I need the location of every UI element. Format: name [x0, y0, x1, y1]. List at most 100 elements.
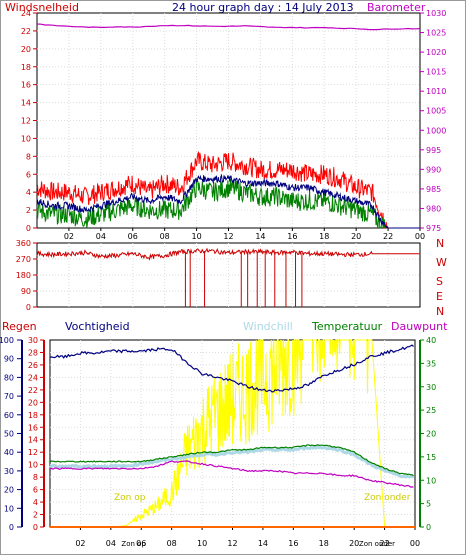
y2-tick-label: 995: [426, 146, 441, 155]
sunset-annotation: Zon onder: [364, 493, 411, 503]
y2-tick-label: 1025: [426, 29, 446, 38]
x-tick-label: 06: [136, 539, 146, 548]
x-tick-label: 00: [410, 539, 420, 548]
temperature-tick-label: 0: [426, 523, 431, 532]
y-tick-label: 180: [16, 271, 31, 280]
y-tick-label: 90: [21, 287, 31, 296]
x-tick-label: 12: [223, 232, 233, 241]
x-tick-label: 20: [351, 232, 361, 241]
temperature-tick-label: 40: [426, 336, 436, 345]
y2-tick-label: 1030: [426, 9, 446, 18]
x-tick-label: 08: [167, 539, 177, 548]
y-tick-label: 0: [26, 224, 31, 233]
y-tick-label: 270: [16, 255, 31, 264]
rain-tick-label: 18: [28, 411, 38, 420]
x-tick-label: 22: [383, 232, 393, 241]
x-tick-label: 06: [128, 232, 138, 241]
y-tick-label: 24: [21, 9, 31, 18]
dewpoint-line: [49, 460, 414, 488]
wind-barometer-panel: 0246810121416182022249759809859909951000…: [21, 9, 447, 241]
temperature-line: [49, 444, 414, 477]
sunrise-annotation: Zon op: [114, 493, 146, 503]
rain-tick-label: 6: [33, 486, 38, 495]
y-tick-label: 8: [26, 152, 31, 161]
humidity-tick-label: 30: [4, 467, 14, 476]
y-tick-label: 10: [21, 134, 31, 143]
rain-tick-label: 10: [28, 461, 38, 470]
y-tick-label: 2: [26, 206, 31, 215]
rain-tick-label: 20: [28, 398, 38, 407]
x-tick-label: 18: [319, 232, 329, 241]
y2-tick-label: 985: [426, 185, 441, 194]
y-tick-label: 12: [21, 117, 31, 126]
compass-label: E: [436, 290, 443, 303]
x-tick-label: 02: [75, 539, 85, 548]
compass-label: N: [436, 237, 444, 250]
humidity-tick-label: 0: [9, 523, 14, 532]
wind-direction-line: [36, 247, 420, 261]
temperature-tick-label: 20: [426, 430, 436, 439]
y2-tick-label: 1020: [426, 48, 446, 57]
compass-label: N: [436, 305, 444, 318]
rain-tick-label: 14: [28, 436, 38, 445]
wind-other-line: [36, 177, 420, 229]
x-tick-label: 12: [227, 539, 237, 548]
barometer-label: Barometer: [367, 1, 426, 14]
x-tick-label: 04: [96, 232, 106, 241]
humidity-tick-label: 70: [4, 392, 14, 401]
temperature-tick-label: 10: [426, 476, 436, 485]
humidity-tick-label: 10: [4, 504, 14, 513]
humidity-line: [49, 344, 414, 393]
temperature-tick-label: 25: [426, 406, 436, 415]
y2-tick-label: 975: [426, 224, 441, 233]
humidity-tick-label: 80: [4, 373, 14, 382]
humidity-tick-label: 100: [0, 336, 14, 345]
x-tick-label: 10: [191, 232, 201, 241]
x-tick-sunrise-label: Zon op: [121, 540, 146, 548]
rain-tick-label: 28: [28, 348, 38, 357]
y2-tick-label: 1015: [426, 68, 446, 77]
y-tick-label: 360: [16, 239, 31, 248]
rain-tick-label: 30: [28, 336, 38, 345]
wind-avg-line: [36, 173, 420, 229]
rain-tick-label: 22: [28, 386, 38, 395]
barometer-line: [36, 23, 421, 31]
x-tick-label: 02: [64, 232, 74, 241]
rain-tick-label: 4: [33, 498, 38, 507]
y2-tick-label: 1005: [426, 107, 446, 116]
x-tick-label: 10: [197, 539, 207, 548]
weather-panel: 0102030405060708090100024681012141618202…: [0, 336, 436, 548]
temperature-tick-label: 5: [426, 500, 431, 509]
y-tick-label: 14: [21, 99, 31, 108]
humidity-tick-label: 40: [4, 448, 14, 457]
y2-tick-label: 1010: [426, 87, 446, 96]
x-tick-label: 14: [255, 232, 265, 241]
x-tick-label: 20: [349, 539, 359, 548]
chart-title: 24 hour graph day : 14 July 2013: [172, 1, 354, 14]
wind-speed-label: Windsnelheid: [5, 1, 79, 14]
rain-tick-label: 2: [33, 511, 38, 520]
wind-gust-line: [36, 150, 420, 229]
y2-tick-label: 980: [426, 204, 441, 213]
rain-label: Regen: [2, 320, 37, 333]
humidity-tick-label: 50: [4, 430, 14, 439]
compass-label: W: [436, 256, 447, 269]
temperature-tick-label: 30: [426, 383, 436, 392]
y-tick-label: 16: [21, 81, 31, 90]
dewpoint-label: Dauwpunt: [391, 320, 448, 333]
x-tick-label: 16: [288, 539, 298, 548]
humidity-tick-label: 90: [4, 355, 14, 364]
x-tick-sunset-label: Zon onder: [359, 540, 395, 548]
y-tick-label: 0: [26, 303, 31, 312]
x-tick-label: 16: [287, 232, 297, 241]
humidity-tick-label: 20: [4, 486, 14, 495]
x-tick-label: 14: [258, 539, 268, 548]
x-tick-label: 18: [319, 539, 329, 548]
x-tick-label: 22: [379, 539, 389, 548]
humidity-tick-label: 60: [4, 411, 14, 420]
x-tick-label: 04: [106, 539, 116, 548]
y2-tick-label: 990: [426, 165, 441, 174]
rain-tick-label: 26: [28, 361, 38, 370]
rain-tick-label: 8: [33, 473, 38, 482]
